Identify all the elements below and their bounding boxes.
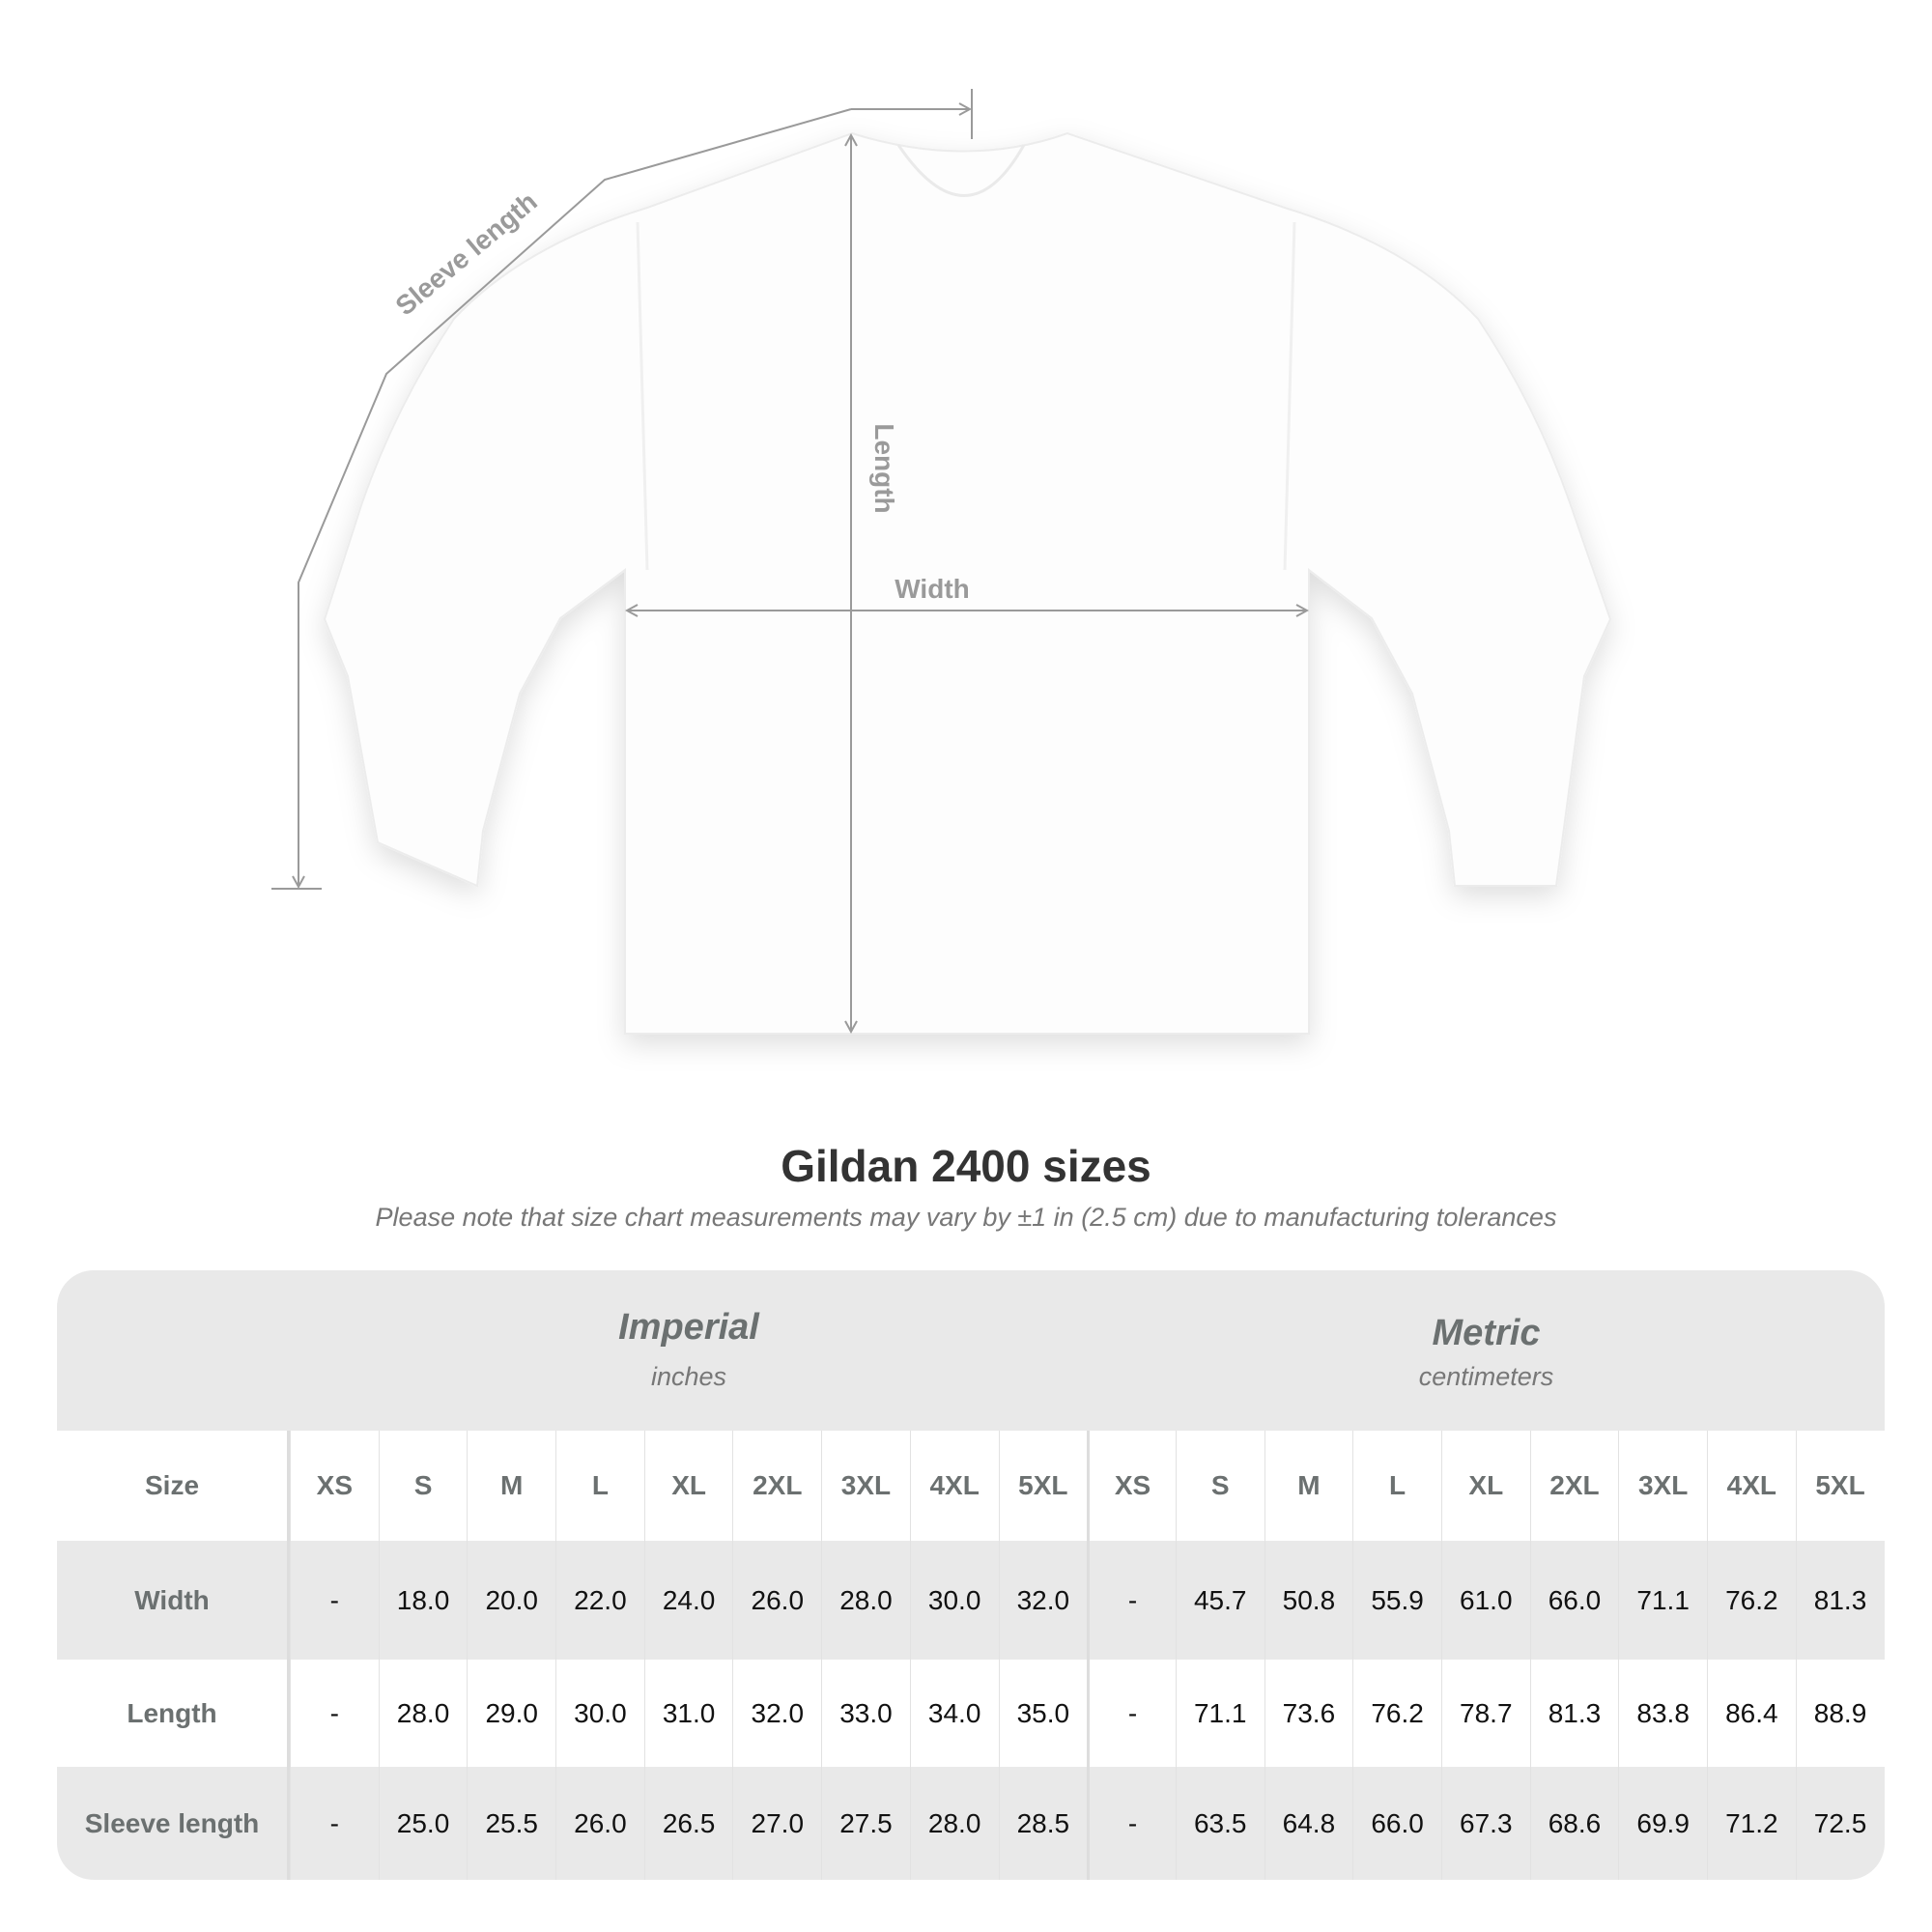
metric-value: - — [1087, 1660, 1176, 1767]
metric-value: 71.2 — [1707, 1767, 1796, 1880]
imperial-size-2XL: 2XL — [732, 1431, 821, 1541]
metric-value: 64.8 — [1264, 1767, 1353, 1880]
imperial-value: 20.0 — [467, 1541, 555, 1660]
imperial-value: - — [290, 1767, 379, 1880]
imperial-size-3XL: 3XL — [821, 1431, 910, 1541]
imperial-value: 26.5 — [643, 1767, 733, 1880]
metric-value: 81.3 — [1795, 1541, 1885, 1660]
metric-size-4XL: 4XL — [1707, 1431, 1796, 1541]
row-label: Length — [57, 1660, 290, 1767]
metric-value: 50.8 — [1264, 1541, 1353, 1660]
metric-size-5XL: 5XL — [1795, 1431, 1885, 1541]
row-label: Sleeve length — [57, 1767, 290, 1880]
imperial-value: 25.0 — [378, 1767, 468, 1880]
imperial-value: - — [290, 1541, 379, 1660]
imperial-value: 35.0 — [998, 1660, 1088, 1767]
metric-value: 83.8 — [1618, 1660, 1707, 1767]
imperial-value: 18.0 — [378, 1541, 468, 1660]
imperial-header: Imperial inches — [290, 1307, 1088, 1467]
imperial-value: 24.0 — [643, 1541, 733, 1660]
sleeve-length-line — [298, 108, 852, 887]
metric-value: 72.5 — [1795, 1767, 1885, 1880]
imperial-value: - — [290, 1660, 379, 1767]
imperial-value: 28.0 — [909, 1767, 999, 1880]
imperial-value: 31.0 — [643, 1660, 733, 1767]
imperial-value: 27.0 — [732, 1767, 821, 1880]
metric-value: 71.1 — [1175, 1660, 1264, 1767]
imperial-value: 28.5 — [998, 1767, 1088, 1880]
tolerance-note: Please note that size chart measurements… — [375, 1203, 1557, 1232]
imperial-value: 33.0 — [821, 1660, 910, 1767]
metric-value: 63.5 — [1175, 1767, 1264, 1880]
metric-value: 86.4 — [1707, 1660, 1796, 1767]
unit-header-band — [57, 1270, 1885, 1431]
imperial-value: 26.0 — [555, 1767, 644, 1880]
row-label: Width — [57, 1541, 290, 1660]
metric-value: 71.1 — [1618, 1541, 1707, 1660]
metric-value: 66.0 — [1352, 1767, 1441, 1880]
imperial-unit: inches — [650, 1362, 727, 1391]
imperial-title: Imperial — [618, 1307, 759, 1348]
imperial-value: 30.0 — [555, 1660, 644, 1767]
metric-header: Metric centimeters — [1088, 1313, 1885, 1473]
table-row: Length -28.0 29.0 30.0 31.0 32.0 33.0 34.0 35.0-… — [57, 1660, 1885, 1767]
page-title: Gildan 2400 sizes — [781, 1141, 1151, 1191]
imperial-value: 32.0 — [998, 1541, 1088, 1660]
metric-size-L: L — [1352, 1431, 1441, 1541]
imperial-value: 29.0 — [467, 1660, 555, 1767]
metric-unit: centimeters — [1418, 1362, 1554, 1391]
imperial-size-4XL: 4XL — [909, 1431, 999, 1541]
imperial-value: 26.0 — [732, 1541, 821, 1660]
metric-value: 76.2 — [1707, 1541, 1796, 1660]
imperial-value: 28.0 — [821, 1541, 910, 1660]
metric-value: 69.9 — [1618, 1767, 1707, 1880]
metric-size-XL: XL — [1440, 1431, 1530, 1541]
length-label: Length — [869, 423, 899, 513]
imperial-value: 22.0 — [555, 1541, 644, 1660]
metric-title: Metric — [1432, 1313, 1541, 1353]
imperial-value: 34.0 — [909, 1660, 999, 1767]
long-sleeve-shirt — [323, 131, 1612, 1035]
imperial-size-M: M — [467, 1431, 555, 1541]
table-row: Sleeve length -25.0 25.5 26.0 26.5 27.0 27.5 28… — [57, 1767, 1885, 1880]
metric-value: 73.6 — [1264, 1660, 1353, 1767]
metric-value: 61.0 — [1440, 1541, 1530, 1660]
imperial-size-XS: XS — [290, 1431, 379, 1541]
metric-size-S: S — [1175, 1431, 1264, 1541]
metric-value: 68.6 — [1529, 1767, 1619, 1880]
metric-value: 66.0 — [1529, 1541, 1619, 1660]
width-label: Width — [895, 574, 970, 604]
metric-value: - — [1087, 1767, 1176, 1880]
size-row: Size XS S M L XL 2XL 3XL 4XL 5XL XS S M L XL 2XL 3XL 4XL 5… — [57, 1431, 1885, 1541]
imperial-value: 28.0 — [378, 1660, 468, 1767]
imperial-value: 27.5 — [821, 1767, 910, 1880]
table-row: Width -18.0 20.0 22.0 24.0 26.0 28.0 30.0 32.0-4… — [57, 1541, 1885, 1660]
metric-value: 55.9 — [1352, 1541, 1441, 1660]
metric-value: - — [1087, 1541, 1176, 1660]
metric-value: 88.9 — [1795, 1660, 1885, 1767]
metric-value: 45.7 — [1175, 1541, 1264, 1660]
metric-value: 67.3 — [1440, 1767, 1530, 1880]
shirt-diagram: Sleeve length Length Width — [271, 89, 1612, 1035]
imperial-size-L: L — [555, 1431, 644, 1541]
imperial-value: 25.5 — [467, 1767, 555, 1880]
metric-size-3XL: 3XL — [1618, 1431, 1707, 1541]
metric-size-XS: XS — [1087, 1431, 1176, 1541]
metric-size-M: M — [1264, 1431, 1353, 1541]
metric-value: 78.7 — [1440, 1660, 1530, 1767]
imperial-size-S: S — [378, 1431, 468, 1541]
metric-value: 81.3 — [1529, 1660, 1619, 1767]
measure-lines — [271, 89, 1307, 1032]
size-header-label: Size — [57, 1431, 290, 1541]
metric-value: 76.2 — [1352, 1660, 1441, 1767]
imperial-size-XL: XL — [643, 1431, 733, 1541]
imperial-value: 32.0 — [732, 1660, 821, 1767]
metric-size-2XL: 2XL — [1529, 1431, 1619, 1541]
imperial-size-5XL: 5XL — [998, 1431, 1088, 1541]
size-table: Imperial inches Metric centimeters Size X… — [57, 1270, 1885, 1880]
imperial-value: 30.0 — [909, 1541, 999, 1660]
